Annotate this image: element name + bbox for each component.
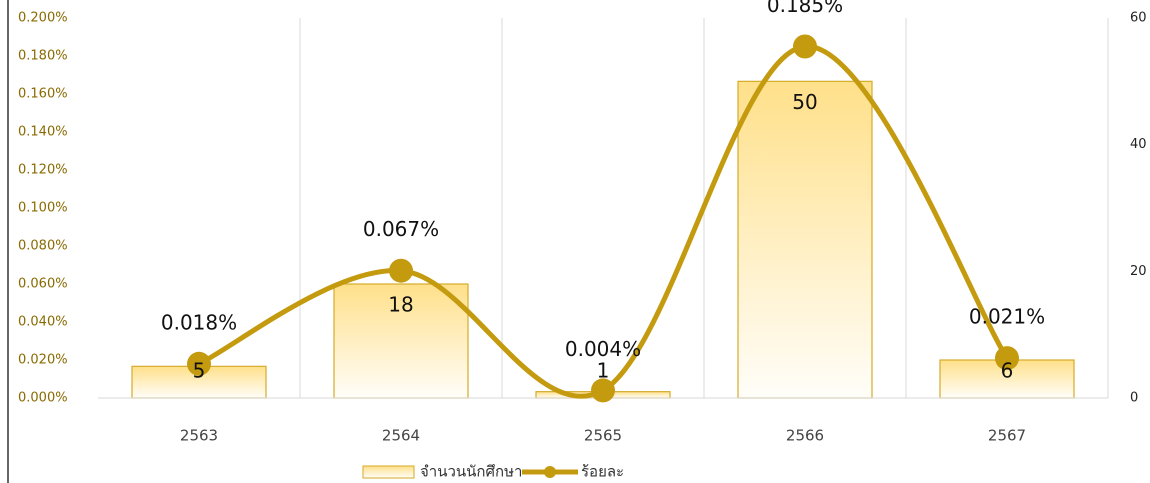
y-tick-label: 0.020% bbox=[18, 353, 68, 368]
bar-data-label: 6 bbox=[1001, 359, 1014, 383]
legend-swatch bbox=[362, 465, 415, 479]
y-tick-label: 0.160% bbox=[18, 87, 68, 102]
line-data-label: 0.021% bbox=[969, 305, 1045, 329]
y-tick-label: 0.140% bbox=[18, 125, 68, 140]
line-data-label: 0.004% bbox=[565, 337, 641, 361]
legend-label: ร้อยละ bbox=[581, 463, 624, 481]
line-data-label: 0.018% bbox=[161, 310, 237, 334]
line-marker bbox=[793, 34, 817, 59]
y2-tick-label: 60 bbox=[1130, 11, 1147, 26]
bar bbox=[333, 283, 469, 399]
y-tick-label: 0.080% bbox=[18, 239, 68, 254]
y-tick-label: 0.180% bbox=[18, 49, 68, 64]
bar-data-label: 18 bbox=[388, 293, 413, 317]
legend-swatch bbox=[544, 466, 556, 478]
line-marker bbox=[591, 378, 615, 403]
line-marker bbox=[187, 351, 211, 376]
line bbox=[197, 43, 1010, 399]
bar-data-label: 5 bbox=[193, 359, 206, 383]
y2-tick-label: 0 bbox=[1130, 391, 1138, 406]
x-tick-label: 2564 bbox=[382, 427, 420, 445]
line-data-label: 0.185% bbox=[767, 0, 843, 17]
y-tick-label: 0.100% bbox=[18, 201, 68, 216]
x-tick-label: 2563 bbox=[180, 427, 218, 445]
bar-data-label: 1 bbox=[597, 359, 610, 383]
y2-tick-label: 20 bbox=[1130, 264, 1147, 279]
x-tick-label: 2567 bbox=[988, 427, 1026, 445]
line-data-label: 0.067% bbox=[363, 217, 439, 241]
y-tick-label: 0.040% bbox=[18, 315, 68, 330]
line-marker bbox=[389, 258, 413, 283]
y-tick-label: 0.060% bbox=[18, 277, 68, 292]
x-tick-label: 2566 bbox=[786, 427, 824, 445]
legend-label: จำนวนนักศึกษา bbox=[420, 463, 522, 481]
x-tick-label: 2565 bbox=[584, 427, 622, 445]
bar bbox=[737, 80, 873, 399]
y2-tick-label: 40 bbox=[1130, 137, 1147, 152]
y-tick-label: 0.200% bbox=[18, 11, 68, 26]
y-tick-label: 0.000% bbox=[18, 391, 68, 406]
bar-data-label: 50 bbox=[792, 90, 817, 114]
y-tick-label: 0.120% bbox=[18, 163, 68, 178]
line-marker bbox=[995, 346, 1019, 371]
